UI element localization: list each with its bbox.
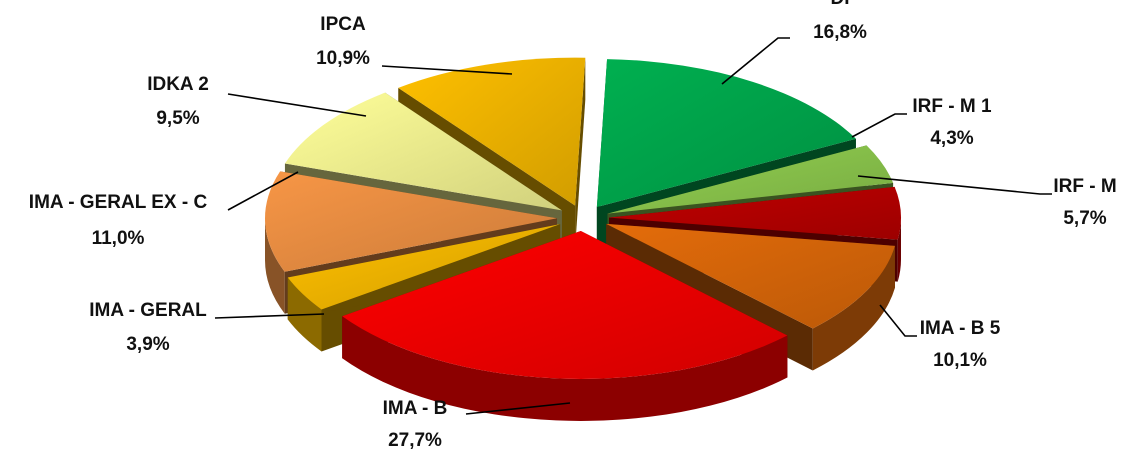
pie-slice	[287, 224, 561, 310]
leader-line	[227, 93, 367, 117]
slice-value-label: 4,3%	[930, 128, 973, 149]
slice-label: DI	[831, 0, 850, 9]
leader-line	[227, 171, 299, 211]
slice-label: IRF - M	[1053, 176, 1116, 197]
slice-value-label: 10,1%	[933, 350, 987, 371]
slice-label: IMA - B	[383, 398, 448, 419]
leader-line	[381, 65, 513, 75]
pie-slice	[265, 171, 558, 272]
slice-outer-wall	[897, 217, 901, 282]
slice-label: IMA - GERAL	[89, 300, 207, 321]
slice-value-label: 27,7%	[388, 430, 442, 450]
leader-line	[879, 304, 917, 337]
slice-value-label: 9,5%	[156, 108, 199, 129]
leader-line	[721, 37, 790, 85]
slice-outer-wall	[812, 245, 895, 371]
slice-labels: DI 16,8% IRF - M 1 4,3% IRF - M 5,7% IMA - B 5…	[29, 0, 1117, 450]
leader-line	[857, 175, 1052, 195]
slice-label: IMA - GERAL EX - C	[29, 192, 208, 213]
pie-slice	[608, 186, 901, 240]
slice-label: IRF - M 1	[912, 96, 992, 117]
slice-value-label: 3,9%	[126, 334, 169, 355]
slice-value-label: 11,0%	[92, 228, 145, 249]
leader-line	[214, 313, 325, 319]
pie-slice	[607, 145, 894, 214]
slice-tops	[265, 57, 901, 379]
pie-slice	[606, 223, 895, 329]
slice-value-label: 5,7%	[1063, 208, 1106, 229]
pie-slice	[398, 57, 586, 206]
pie-slice	[342, 230, 788, 379]
leader-lines	[214, 37, 1052, 415]
leader-line	[851, 113, 907, 138]
leader-line	[465, 402, 571, 415]
pie-slice	[596, 59, 856, 208]
slice-label: IMA - B 5	[920, 318, 1001, 339]
slice-label: IDKA 2	[147, 74, 209, 95]
slice-label: IPCA	[320, 14, 366, 35]
pie-slice	[284, 92, 562, 211]
slice-value-label: 16,8%	[813, 22, 867, 43]
slice-outer-wall	[265, 218, 285, 314]
slice-outer-wall	[342, 316, 788, 421]
slice-value-label: 10,9%	[316, 48, 370, 69]
slice-radial-side	[575, 57, 586, 248]
